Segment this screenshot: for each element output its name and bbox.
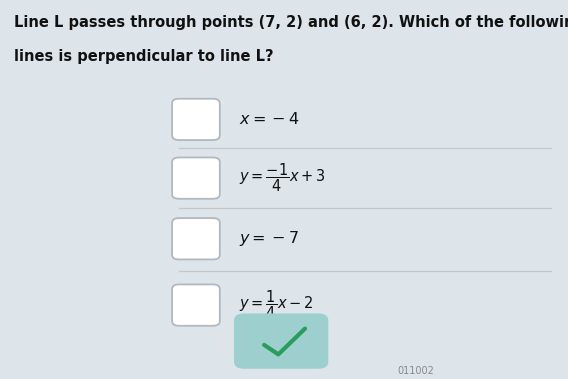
FancyBboxPatch shape bbox=[234, 313, 328, 369]
Text: lines is perpendicular to line L?: lines is perpendicular to line L? bbox=[14, 49, 274, 64]
FancyBboxPatch shape bbox=[172, 284, 220, 326]
Text: $y = -7$: $y = -7$ bbox=[239, 229, 298, 248]
Text: $y = \dfrac{1}{4}x - 2$: $y = \dfrac{1}{4}x - 2$ bbox=[239, 289, 313, 321]
Text: 011002: 011002 bbox=[398, 366, 435, 376]
FancyBboxPatch shape bbox=[172, 158, 220, 199]
Text: Line L passes through points (7, 2) and (6, 2). Which of the following: Line L passes through points (7, 2) and … bbox=[14, 15, 568, 30]
FancyBboxPatch shape bbox=[172, 99, 220, 140]
Text: $y = \dfrac{-1}{4}x + 3$: $y = \dfrac{-1}{4}x + 3$ bbox=[239, 162, 325, 194]
FancyBboxPatch shape bbox=[172, 218, 220, 259]
Text: $x = -4$: $x = -4$ bbox=[239, 111, 299, 127]
